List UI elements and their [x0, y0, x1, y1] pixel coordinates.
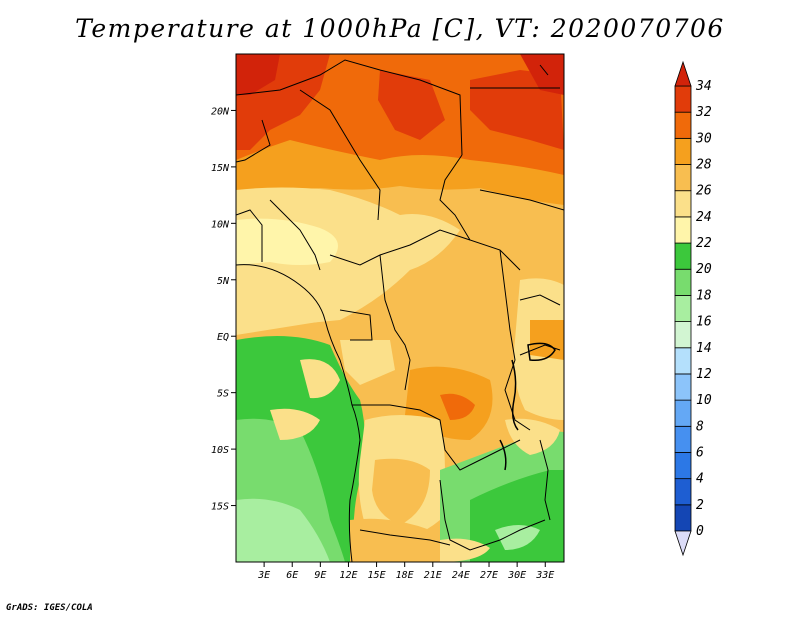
lon-tick-label: 9E — [314, 570, 326, 581]
lon-tick-label: 6E — [286, 570, 298, 581]
colorbar-swatch — [674, 452, 692, 480]
colorbar-label: 2 — [696, 498, 704, 513]
colorbar-label: 16 — [696, 315, 712, 330]
colorbar-swatch — [674, 425, 692, 453]
colorbar-swatch — [674, 399, 692, 427]
lon-tick-label: 21E — [424, 570, 442, 581]
lon-tick-label: 3E — [257, 570, 270, 581]
colorbar-label: 28 — [696, 158, 712, 173]
colorbar-label: 24 — [696, 210, 712, 225]
colorbar-label: 10 — [696, 393, 712, 408]
colorbar-label: 34 — [695, 79, 712, 94]
colorbar-label: 12 — [696, 367, 712, 382]
map-title: Temperature at 1000hPa [C], VT: 20200707… — [75, 14, 725, 43]
lon-tick-label: 30E — [507, 570, 526, 581]
colorbar-swatch — [674, 295, 692, 322]
colorbar-label: 8 — [696, 419, 704, 434]
colorbar-label: 6 — [696, 445, 704, 460]
lon-tick-label: 18E — [396, 570, 414, 581]
colorbar-swatch — [674, 164, 692, 192]
colorbar-swatch — [674, 478, 692, 506]
colorbar-swatch — [674, 373, 692, 401]
lat-tick-label: 20N — [211, 106, 230, 117]
grads-credit: GrADS: IGES/COLA — [6, 603, 93, 613]
lat-tick-label: 10S — [211, 445, 229, 456]
colorbar-label: 26 — [696, 184, 712, 199]
colorbar-swatch — [674, 85, 692, 113]
colorbar-swatch — [674, 137, 692, 165]
colorbar-swatch — [674, 111, 692, 139]
lon-axis: 3E 6E 9E 12E 15E 18E 21E 24E 27E 30E 33E — [257, 562, 554, 581]
colorbar-swatch — [674, 268, 692, 296]
colorbar-swatch — [674, 504, 692, 532]
colorbar-over-arrow — [674, 60, 692, 87]
lat-tick-label: 5S — [217, 389, 229, 400]
colorbar-label: 22 — [696, 236, 712, 251]
colorbar-label: 30 — [695, 131, 712, 146]
colorbar-label: 32 — [695, 105, 712, 120]
colorbar-under-arrow — [674, 530, 692, 557]
colorbar-label: 14 — [696, 341, 712, 356]
colorbar-label: 4 — [696, 472, 704, 487]
temperature-field — [236, 54, 564, 562]
lat-tick-label: 15S — [211, 502, 229, 513]
lon-tick-label: 24E — [452, 570, 470, 581]
lat-tick-label: 10N — [211, 219, 230, 230]
colorbar-swatch — [674, 242, 692, 270]
lat-tick-label: 15N — [211, 163, 230, 174]
map-frame — [235, 53, 565, 563]
lon-tick-label: 15E — [368, 570, 386, 581]
colorbar-swatch — [674, 190, 692, 218]
colorbar-label: 18 — [696, 288, 712, 303]
lon-tick-label: 33E — [535, 570, 554, 581]
lat-axis: 20N 15N 10N 5N EQ 5S 10S 15S — [211, 106, 236, 513]
colorbar-swatch — [674, 321, 692, 349]
lat-tick-label: EQ — [217, 332, 229, 343]
lon-tick-label: 12E — [339, 570, 357, 581]
lon-tick-label: 27E — [480, 570, 498, 581]
lat-tick-label: 5N — [217, 276, 230, 287]
colorbar-swatch — [674, 216, 692, 244]
colorbar-swatch — [674, 347, 692, 375]
colorbar-label: 0 — [696, 524, 704, 539]
colorbar-label: 20 — [696, 262, 712, 277]
